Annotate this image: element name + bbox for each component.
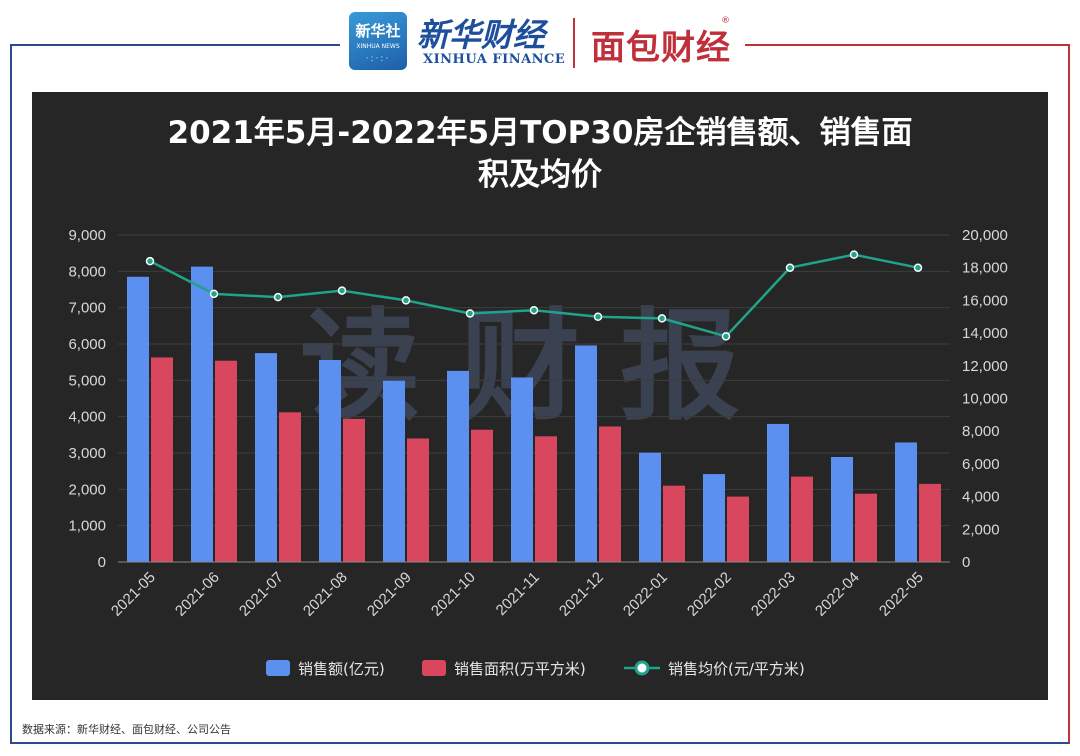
header-rule-right [745,44,1070,46]
xinhua-news-logo: 新华社 XINHUA NEWS ·:·:· [349,12,407,70]
bar-area [855,493,877,562]
left-axis-tick-label: 5,000 [68,372,106,389]
logo-separator [573,18,575,68]
price-point [721,332,731,341]
left-axis-tick-label: 9,000 [68,227,106,244]
right-axis-tick-label: 18,000 [962,260,1008,277]
left-axis-tick-label: 1,000 [68,518,106,535]
right-axis-tick-label: 2,000 [962,521,1000,538]
price-point [849,250,859,259]
bar-sales [575,345,597,562]
x-axis-tick-label: 2021-07 [236,569,287,620]
bar-area [791,476,813,562]
x-axis-tick-label: 2021-10 [428,569,479,620]
price-point [785,263,795,272]
legend-label-price: 销售均价(元/平方米) [668,660,805,678]
chart-title: 2021年5月-2022年5月TOP30房企销售额、销售面 积及均价 [80,112,1000,196]
x-axis-tick-label: 2022-03 [748,569,799,620]
network-dots-icon: ·:·:· [365,54,391,64]
bar-sales [319,359,341,562]
bar-area [599,426,621,562]
watermark-text: 读财报 [300,298,780,437]
right-axis-tick-label: 10,000 [962,391,1008,408]
bar-area [663,485,685,562]
left-axis-tick-label: 4,000 [68,409,106,426]
right-axis-tick-label: 6,000 [962,456,1000,473]
right-axis-tick-label: 16,000 [962,292,1008,309]
left-axis-tick-label: 7,000 [68,300,106,317]
left-axis-tick-label: 8,000 [68,263,106,280]
x-axis-tick-label: 2022-04 [812,569,863,620]
bar-sales [127,276,149,562]
price-point [145,256,155,266]
bar-area [471,429,493,562]
bar-sales [767,423,789,562]
price-point [913,263,923,272]
legend-swatch-area [422,660,446,676]
price-point [273,292,283,302]
bar-sales [511,377,533,562]
x-axis-tick-label: 2021-08 [300,569,351,620]
header-rule-left [10,44,340,46]
outer-frame [10,44,1070,744]
bar-sales [703,474,725,562]
xinhua-logo-en: XINHUA NEWS [356,43,400,50]
x-axis-tick-label: 2021-11 [493,569,543,619]
x-axis-tick-label: 2021-12 [556,569,607,620]
bar-sales [639,452,661,562]
bar-area [151,357,173,562]
price-point [465,309,475,318]
bar-area [279,412,301,562]
legend-label-area: 销售面积(万平方米) [454,660,586,678]
data-source: 数据来源：新华财经、面包财经、公司公告 [22,723,231,736]
price-point [529,305,539,315]
chart-title-line-1: 2021年5月-2022年5月TOP30房企销售额、销售面 [167,115,913,151]
bar-sales [255,353,277,562]
bar-sales [447,370,469,562]
x-axis-tick-label: 2022-05 [876,569,927,620]
legend-swatch-sales [266,660,290,676]
left-axis-tick-label: 0 [98,554,106,571]
xinhua-finance-en: XINHUA FINANCE [423,52,566,67]
bar-area [535,436,557,562]
right-axis-tick-label: 8,000 [962,423,1000,440]
legend-marker-price [634,660,650,676]
x-axis-tick-label: 2021-06 [172,569,223,620]
price-point [657,314,667,323]
left-axis-tick-label: 6,000 [68,336,106,353]
bar-area [407,438,429,562]
xinhua-finance-name: 新华财经 [417,16,546,54]
bar-sales [383,380,405,562]
right-axis-tick-label: 14,000 [962,325,1008,342]
right-axis-tick-label: 12,000 [962,358,1008,375]
price-point [337,286,347,295]
legend-label-sales: 销售额(亿元) [298,660,385,678]
x-axis-tick-label: 2021-09 [364,569,415,620]
registered-mark: ® [721,16,730,26]
right-axis-tick-label: 4,000 [962,489,1000,506]
x-axis-tick-label: 2022-01 [620,569,671,620]
chart-title-line-2: 积及均价 [478,157,602,193]
right-axis-tick-label: 0 [962,554,970,571]
bar-area [919,483,941,562]
bar-area [727,496,749,562]
bar-sales [831,456,853,562]
bar-area [215,360,237,562]
x-axis-tick-label: 2021-05 [108,569,159,620]
mianbao-finance-logo: 面包财经 [591,28,731,68]
xinhua-logo-cn: 新华社 [355,22,401,40]
bar-sales [191,266,213,562]
logo-header: 新华社 XINHUA NEWS ·:·:· 新华财经 XINHUA FINANC… [345,8,740,72]
bar-sales [895,442,917,562]
left-axis-tick-label: 2,000 [68,481,106,498]
price-point [593,312,603,321]
left-axis-tick-label: 3,000 [68,445,106,462]
price-point [209,289,219,299]
price-point [401,296,411,305]
x-axis-tick-label: 2022-02 [684,569,735,620]
right-axis-tick-label: 20,000 [962,227,1008,244]
bar-area [343,418,365,562]
